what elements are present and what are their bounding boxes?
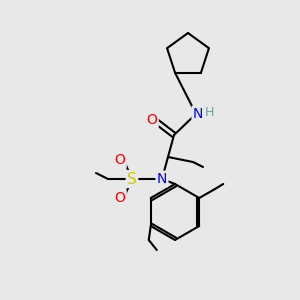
Text: O: O xyxy=(115,153,125,167)
Text: O: O xyxy=(147,113,158,127)
Text: S: S xyxy=(127,172,137,187)
Text: N: N xyxy=(193,107,203,121)
Text: H: H xyxy=(204,106,214,119)
Text: N: N xyxy=(157,172,167,186)
Text: O: O xyxy=(115,191,125,205)
